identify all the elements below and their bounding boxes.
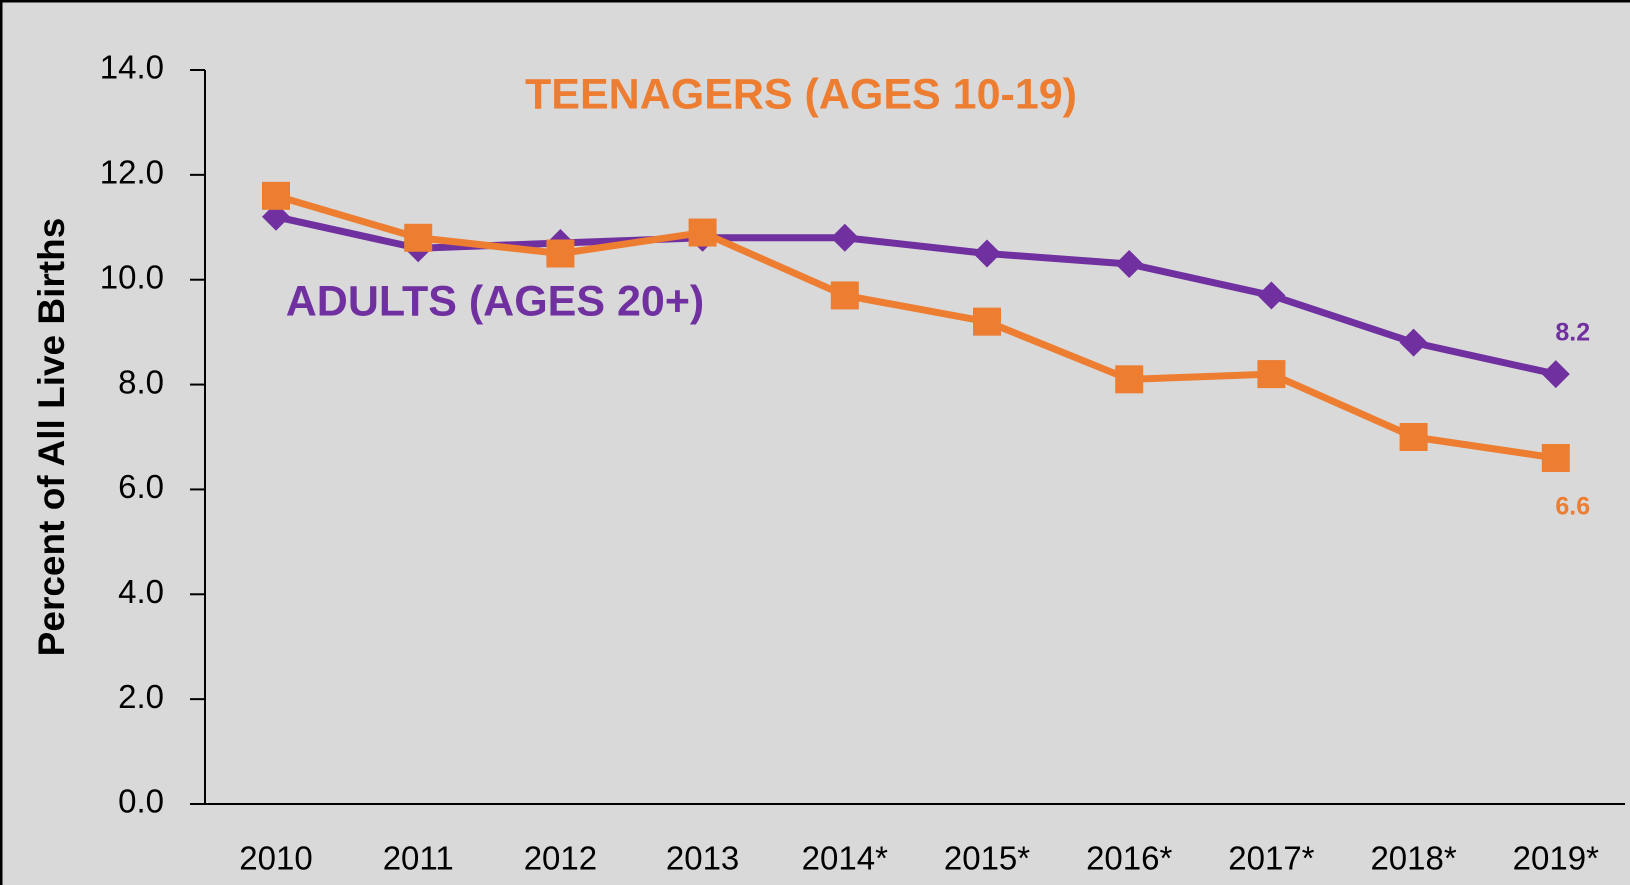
y-tick-label: 12.0: [100, 154, 164, 191]
y-tick-label: 2.0: [118, 678, 164, 715]
y-tick-label: 14.0: [100, 49, 164, 86]
marker: [1115, 249, 1144, 278]
y-tick-label: 6.0: [118, 468, 164, 505]
x-tick-label: 2011: [383, 840, 454, 877]
y-tick-label: 10.0: [100, 258, 164, 295]
y-tick-label: 0.0: [118, 783, 164, 820]
marker: [1257, 360, 1286, 389]
marker: [973, 239, 1001, 268]
x-tick-label: 2013: [666, 840, 739, 877]
series-line: [275, 192, 1557, 462]
x-tick-label: 2014*: [802, 840, 888, 877]
marker: [1541, 443, 1570, 472]
series-label: TEENAGERS (AGES 10-19): [525, 70, 1077, 118]
y-tick-label: 4.0: [118, 573, 164, 610]
x-tick-label: 2012: [524, 840, 597, 877]
data-label: 6.6: [1555, 493, 1590, 521]
y-tick-label: 8.0: [118, 363, 164, 400]
x-tick-label: 2015*: [944, 840, 1030, 877]
x-tick-label: 2010: [239, 840, 312, 877]
y-axis-title: Percent of All Live Births: [31, 218, 72, 657]
data-label: 8.2: [1555, 319, 1590, 347]
x-tick-label: 2019*: [1513, 840, 1599, 877]
marker: [1257, 281, 1286, 310]
marker: [404, 223, 433, 252]
x-tick-label: 2016*: [1086, 840, 1172, 877]
x-tick-label: 2018*: [1370, 840, 1456, 877]
marker: [1115, 365, 1144, 394]
x-tick-label: 2017*: [1228, 840, 1314, 877]
marker: [1541, 360, 1570, 389]
marker: [688, 218, 717, 247]
series-label: ADULTS (AGES 20+): [286, 277, 705, 325]
marker: [262, 181, 290, 210]
marker: [973, 307, 1001, 336]
marker: [1399, 423, 1428, 451]
marker: [1399, 328, 1428, 357]
marker: [546, 239, 575, 268]
marker: [830, 281, 859, 310]
marker: [830, 223, 859, 252]
